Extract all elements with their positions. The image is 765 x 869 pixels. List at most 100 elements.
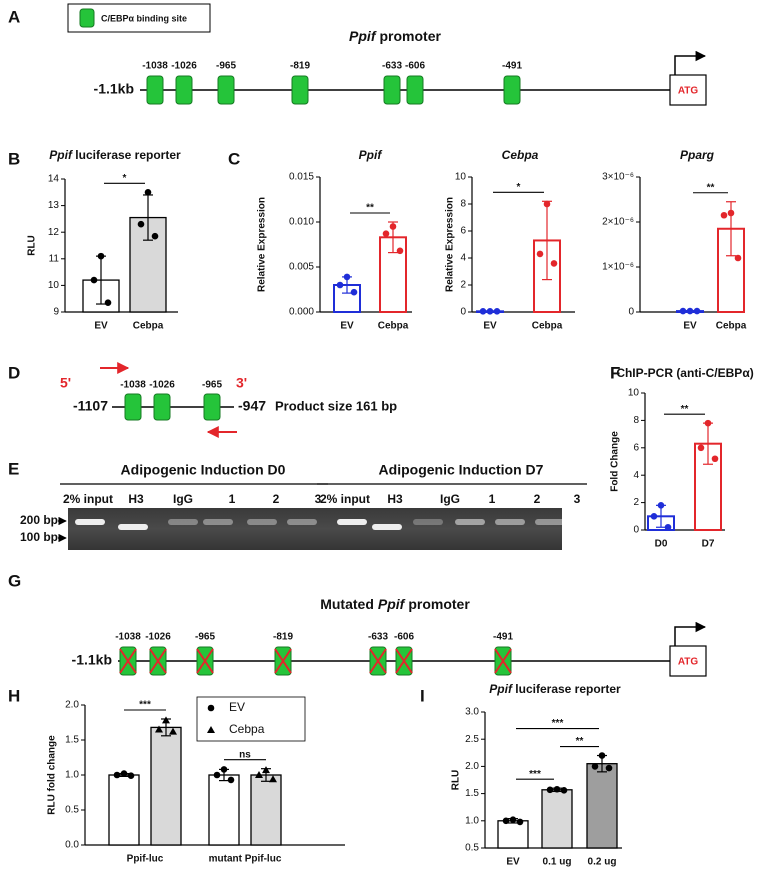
x-tick-label: 0.2 ug [588,857,617,868]
y-axis-label: RLU [27,235,38,256]
tss-arrow [674,50,707,75]
x-tick-label: Cebpa [716,321,747,332]
y-tick-label: 1.0 [65,770,79,781]
data-point [336,281,344,289]
data-point [546,786,554,794]
data-point [720,211,728,219]
gel-band [75,519,105,525]
y-tick-label: 0 [628,307,634,318]
lane-label: 2% input [63,492,113,506]
binding-site [217,75,235,105]
gel-band [455,519,485,525]
significance-label: *** [552,718,564,729]
panel-label: G [8,571,21,590]
data-point [227,776,235,784]
data-point [711,455,719,463]
atg-box [669,645,707,677]
data-point [598,752,606,759]
panel-label: D [8,363,20,382]
data-point [382,230,390,237]
y-tick-label: 0.000 [289,307,314,318]
site-label: -1026 [171,61,197,72]
promoter-start: -1.1kb [72,652,112,668]
lane-label: H3 [387,492,403,506]
y-tick-label: 3.0 [465,707,479,718]
y-tick-label: 0.010 [289,217,314,228]
panel-label: F [610,363,620,382]
y-tick-label: 1.0 [465,815,479,826]
gel-band [168,519,198,525]
y-tick-label: 3×10⁻⁶ [602,172,634,183]
data-point [120,770,128,777]
chart-title: Cebpa [502,148,539,162]
bar [717,227,745,313]
y-tick-label: 12 [48,227,60,238]
amplicon-end: -947 [238,398,266,414]
gel-band [413,519,443,525]
site-label: -1038 [120,380,146,391]
title-prefix: Mutated [320,596,374,612]
bar [497,820,529,849]
lane-label: 3 [574,492,581,506]
significance-label: * [123,173,127,184]
x-tick-label: EV [94,321,108,332]
data-point [162,716,170,724]
tss-arrow [674,621,707,646]
data-point [343,273,351,281]
site-label: -1026 [149,380,175,391]
lane-label: 1 [489,492,496,506]
lane-label: 3 [315,492,322,506]
data-point [686,307,694,315]
y-tick-label: 4 [460,253,466,264]
site-label: -606 [405,61,425,72]
x-tick-label: 0.1 ug [543,857,572,868]
binding-site [153,393,171,421]
title-italic: Ppif [349,28,377,44]
binding-site [175,75,193,105]
site-label: -819 [290,61,310,72]
x-tick-label: mutant Ppif-luc [209,854,282,865]
binding-site [503,75,521,105]
site-label: -965 [202,380,222,391]
legend-text: C/EBPα binding site [101,13,187,23]
data-point [262,766,270,774]
y-tick-label: 0 [460,307,466,318]
chart-title: Pparg [680,148,715,162]
y-tick-label: 0.5 [465,843,479,854]
data-point [605,764,613,772]
gel-band [337,519,367,525]
promoter-title: Ppif promoter [349,28,441,44]
panel-label: I [420,686,425,705]
data-point [509,816,517,824]
data-point [734,254,742,262]
data-point [113,771,121,779]
gel-band [372,524,402,530]
y-tick-label: 8 [633,415,639,426]
legend-swatch [79,8,95,28]
mutation-x [149,648,167,674]
y-tick-label: 0 [633,525,639,536]
data-point [536,250,544,258]
binding-site [146,75,164,105]
data-point [269,775,277,783]
significance-label: * [517,182,521,193]
bar [208,774,240,846]
data-point [137,220,145,228]
gel-band [247,519,277,525]
legend-marker [207,704,215,712]
y-tick-label: 2×10⁻⁶ [602,217,634,228]
size-marker: 200 bp [20,513,58,527]
lane-label: IgG [173,492,193,506]
site-label: -1038 [142,61,168,72]
gel-group-title: Adipogenic Induction D7 [379,462,544,478]
lane-label: 2 [273,492,280,506]
data-point [664,523,672,531]
y-axis-label: Relative Expression [257,197,268,292]
binding-site [406,75,424,105]
site-label: -491 [502,61,522,72]
y-tick-label: 0.0 [65,840,79,851]
gel-band [287,519,317,525]
lane-label: H3 [128,492,144,506]
y-tick-label: 6 [633,442,639,453]
site-label: -965 [216,61,236,72]
